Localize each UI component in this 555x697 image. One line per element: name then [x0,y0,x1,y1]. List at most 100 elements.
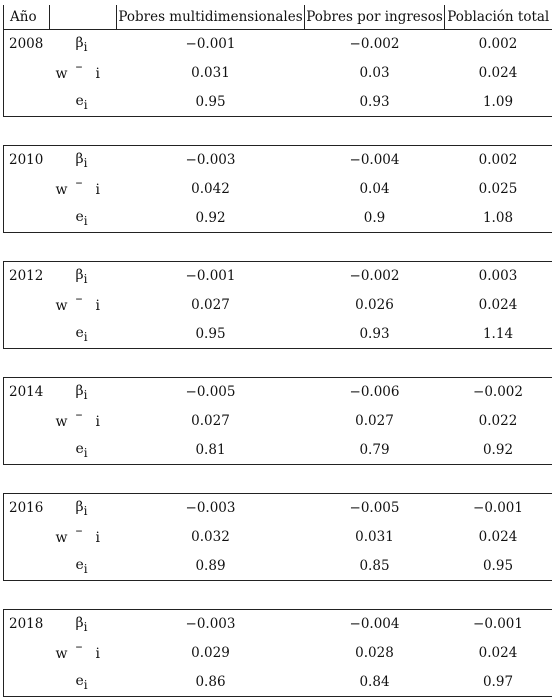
year-cell-empty [3,203,50,233]
symbol-cell: w – i [50,59,117,88]
group-gap [4,117,552,146]
table-row: ei 0.92 0.9 1.08 [3,203,552,233]
value-cell: −0.001 [116,29,305,59]
beta-symbol: βi [76,615,88,634]
year-cell: 2008 [3,29,50,59]
group-gap [4,581,552,610]
symbol-cell: ei [49,435,117,465]
year-cell: 2010 [3,145,50,175]
symbol-cell: w – i [50,639,117,668]
e-glyph: e [75,556,84,573]
results-table-wrapper: Año Pobres multidimensionales Pobres por… [3,5,552,697]
year-cell-empty [3,319,50,349]
year-cell: 2014 [3,377,50,407]
symbol-cell: βi [49,261,117,291]
table-row: ei 0.81 0.79 0.92 [3,435,552,465]
year-cell-empty [3,87,50,117]
symbol-cell: w – i [50,175,117,204]
symbol-cell: ei [49,203,117,233]
value-cell: 0.032 [191,529,230,545]
year-cell-empty [3,406,50,436]
value-cell: −0.002 [304,261,445,291]
w-subscript: i [95,181,100,198]
table-row: w – i 0.027 0.026 0.024 [3,290,552,320]
table-row: 2014 βi −0.005 −0.006 −0.002 [3,377,552,407]
w-glyph: w [55,529,68,546]
value-cell: 0.024 [478,529,518,545]
table-row: ei 0.95 0.93 1.14 [3,319,552,349]
value-cell: 0.97 [444,667,552,697]
value-cell: 0.93 [304,87,445,117]
value-cell: −0.005 [304,493,445,523]
value-cell: 0.024 [478,297,518,313]
header-row: Año Pobres multidimensionales Pobres por… [3,5,552,30]
w-glyph: w [55,65,68,82]
e-glyph: e [75,208,84,225]
w-glyph: w [55,297,68,314]
value-cell: 0.022 [478,413,518,429]
w-bar-glyph: – [75,290,83,307]
value-cell: 0.003 [444,261,552,291]
symbol-cell: w – i [50,291,117,320]
value-cell: 0.002 [444,29,552,59]
header-year: Año [3,5,50,30]
group-gap [4,233,552,262]
year-cell-empty [3,551,50,581]
e-glyph: e [75,440,84,457]
value-cell: 0.95 [444,551,552,581]
value-cell: −0.002 [304,29,445,59]
e-subscript: i [83,329,88,344]
beta-subscript: i [83,39,88,54]
w-glyph: w [55,181,68,198]
value-cell: −0.006 [304,377,445,407]
header-total-population: Población total [444,5,552,30]
beta-glyph: β [75,35,84,51]
e-subscript: i [83,445,88,460]
beta-subscript: i [83,271,88,286]
table-row: ei 0.86 0.84 0.97 [3,667,552,697]
w-subscript: i [95,645,100,662]
table-row: ei 0.95 0.93 1.09 [3,87,552,117]
value-cell: −0.003 [116,145,305,175]
group-gap [4,349,552,378]
value-cell: 0.86 [116,667,305,697]
value-cell: 1.09 [444,87,552,117]
w-subscript: i [95,297,100,314]
value-cell: 0.9 [304,203,445,233]
table-row: w – i 0.027 0.027 0.022 [3,406,552,436]
value-cell: 1.08 [444,203,552,233]
value-cell: 0.031 [355,529,394,545]
table-row: 2008 βi −0.001 −0.002 0.002 [3,29,552,59]
symbol-cell: ei [49,87,117,117]
group-gap [4,465,552,494]
year-cell-empty [3,435,50,465]
table-row: 2010 βi −0.003 −0.004 0.002 [3,145,552,175]
table-row: 2012 βi −0.001 −0.002 0.003 [3,261,552,291]
beta-subscript: i [83,619,88,634]
year-cell-empty [3,290,50,320]
e-symbol: ei [76,325,88,344]
e-symbol: ei [76,209,88,228]
value-cell: −0.004 [304,145,445,175]
value-cell: −0.001 [444,609,552,639]
e-subscript: i [83,677,88,692]
beta-glyph: β [75,615,84,631]
year-cell-empty [3,58,50,88]
value-cell: 0.89 [116,551,305,581]
table-row: w – i 0.029 0.028 0.024 [3,638,552,668]
value-cell: 0.028 [355,645,394,661]
symbol-cell: βi [49,29,117,59]
e-subscript: i [83,97,88,112]
value-cell: 0.79 [304,435,445,465]
value-cell: 0.95 [116,87,305,117]
beta-symbol: βi [76,267,88,286]
beta-symbol: βi [76,151,88,170]
header-income-poor: Pobres por ingresos [304,5,445,30]
beta-glyph: β [75,151,84,167]
value-cell: 0.042 [191,181,230,197]
value-cell: 0.85 [304,551,445,581]
e-symbol: ei [76,441,88,460]
e-symbol: ei [76,93,88,112]
e-symbol: ei [76,673,88,692]
value-cell: 0.024 [478,65,518,81]
